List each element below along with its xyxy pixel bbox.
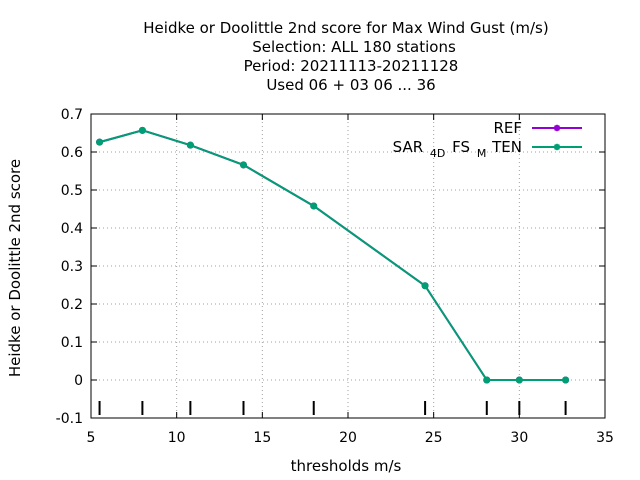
legend-label-sar-part-3: FS (452, 138, 470, 156)
threshold-marks (98, 401, 567, 415)
grid (91, 114, 605, 418)
series-1-line (99, 129, 566, 381)
series-1-point-dot (96, 138, 104, 146)
series-layer (96, 126, 570, 384)
series-1-point-dot (515, 376, 523, 384)
x-tick-label: 25 (425, 430, 443, 446)
x-tick-label: 20 (339, 430, 357, 446)
legend-label-sar-part-5: TEN (491, 138, 522, 156)
legend-label-ref: REF (493, 119, 522, 137)
series-1-point-dot (138, 126, 146, 134)
legend-label-sar-part-1: SAR (393, 138, 423, 156)
series-1-point-dot (562, 376, 570, 384)
x-axis-label: thresholds m/s (291, 457, 402, 475)
legend-entry-sar: SAR 4D FS M TEN (393, 138, 582, 161)
x-tick-label: 30 (510, 430, 528, 446)
legend-entry-ref: REF (493, 119, 582, 137)
y-tick-label: 0.5 (61, 183, 83, 199)
legend-label-sar-part-4: M (477, 147, 487, 160)
title-line-4: Used 06 + 03 06 ... 36 (266, 76, 435, 94)
y-axis-label: Heidke or Doolittle 2nd score (6, 159, 24, 377)
x-tick-label: 35 (596, 430, 614, 446)
series-1-point-dot (186, 141, 194, 149)
y-tick-label: 0.3 (61, 259, 83, 275)
legend-marker-dot (554, 125, 560, 131)
x-tick-label: 10 (168, 430, 186, 446)
y-tick-label: 0.1 (61, 335, 83, 351)
y-tick-label: -0.1 (56, 411, 83, 427)
y-tick-label: 0.6 (61, 145, 83, 161)
x-tick-label: 5 (87, 430, 96, 446)
legend: REF SAR 4D FS M TEN (393, 119, 582, 161)
x-tick-label: 15 (253, 430, 271, 446)
title-line-3: Period: 20211113-20211128 (244, 57, 459, 75)
chart-title: Heidke or Doolittle 2nd score for Max Wi… (143, 19, 548, 94)
y-tick-label: 0.4 (61, 221, 83, 237)
series-0-line (99, 129, 566, 381)
y-tick-label: 0.2 (61, 297, 83, 313)
series-1-point-dot (310, 202, 318, 210)
axes: 5 10 15 20 25 30 35 -0.1 0 0.1 0.2 0.3 0.4 0.5 0.6 0.7 (56, 107, 614, 446)
title-line-2: Selection: ALL 180 stations (252, 38, 456, 56)
y-tick-label: 0 (74, 373, 83, 389)
legend-marker-dot (554, 144, 560, 150)
y-tick-label: 0.7 (61, 107, 83, 123)
legend-label-sar: SAR 4D FS M TEN (393, 138, 522, 161)
series-1-point-dot (483, 376, 491, 384)
series-1-point-dot (239, 161, 247, 169)
legend-label-sar-part-2: 4D (430, 147, 445, 160)
series-1-point-dot (421, 282, 429, 290)
title-line-1: Heidke or Doolittle 2nd score for Max Wi… (143, 19, 548, 37)
